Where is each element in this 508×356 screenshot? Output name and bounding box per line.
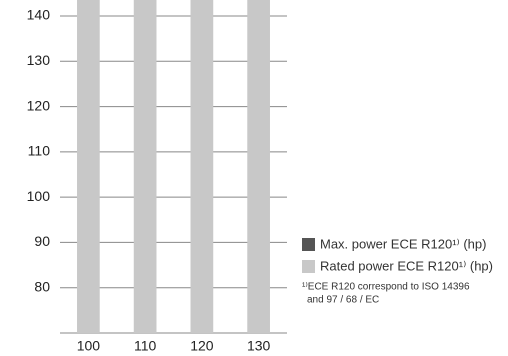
x-tick-label: 110 bbox=[134, 338, 157, 354]
x-tick-label: 100 bbox=[77, 338, 101, 354]
y-tick-label: 120 bbox=[27, 97, 51, 113]
y-tick-label: 100 bbox=[27, 188, 51, 204]
bar-segment bbox=[77, 0, 100, 334]
bar-segment bbox=[247, 0, 270, 334]
footnote: ¹⁾ECE R120 correspond to ISO 14396 bbox=[302, 282, 470, 293]
y-tick-label: 110 bbox=[28, 143, 51, 159]
legend-swatch bbox=[302, 238, 315, 251]
y-tick-label: 90 bbox=[34, 233, 50, 249]
footnote: and 97 / 68 / EC bbox=[307, 295, 379, 306]
legend-label: Max. power ECE R120¹⁾ (hp) bbox=[320, 236, 486, 251]
x-tick-label: 130 bbox=[247, 338, 271, 354]
x-tick-label: 120 bbox=[190, 338, 214, 354]
legend-swatch bbox=[302, 260, 315, 273]
bar-segment bbox=[190, 0, 214, 334]
y-tick-label: 80 bbox=[34, 278, 50, 294]
bar-segment bbox=[133, 0, 157, 333]
y-tick-label: 130 bbox=[27, 52, 51, 68]
legend-label: Rated power ECE R120¹⁾ (hp) bbox=[320, 258, 493, 273]
y-tick-label: 140 bbox=[27, 7, 51, 23]
